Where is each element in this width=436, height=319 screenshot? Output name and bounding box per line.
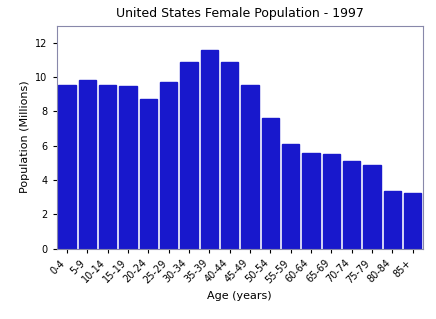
Bar: [384, 191, 401, 249]
Bar: [140, 99, 157, 249]
Bar: [343, 161, 360, 249]
Y-axis label: Population (Millions): Population (Millions): [20, 81, 30, 194]
Bar: [404, 193, 421, 249]
Bar: [242, 85, 259, 249]
Title: United States Female Population - 1997: United States Female Population - 1997: [116, 7, 364, 20]
Bar: [323, 154, 340, 249]
Bar: [78, 80, 96, 249]
Bar: [160, 82, 177, 249]
Bar: [221, 62, 238, 249]
Bar: [282, 144, 299, 249]
Bar: [363, 165, 381, 249]
Bar: [302, 152, 320, 249]
X-axis label: Age (years): Age (years): [208, 291, 272, 300]
Bar: [58, 85, 75, 249]
Bar: [201, 49, 218, 249]
Bar: [180, 62, 198, 249]
Bar: [99, 85, 116, 249]
Bar: [262, 118, 279, 249]
Bar: [119, 86, 136, 249]
